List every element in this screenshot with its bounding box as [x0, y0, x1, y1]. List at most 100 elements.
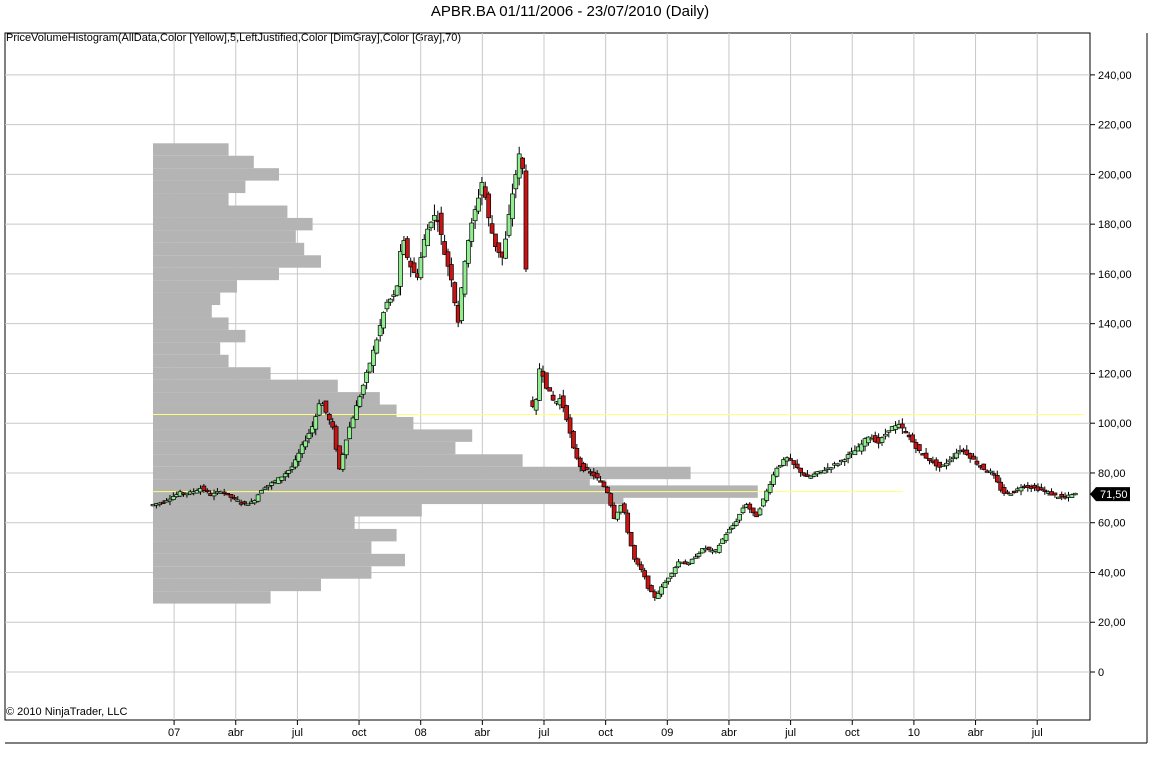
candle-body — [791, 460, 797, 465]
candle-body — [805, 474, 810, 477]
candle-body — [1052, 492, 1058, 496]
candle-body — [923, 452, 929, 459]
x-tick-label: jul — [784, 727, 796, 739]
x-tick-label: abr — [474, 727, 490, 739]
candle-body — [476, 197, 481, 212]
y-tick-label: 180,00 — [1098, 219, 1132, 231]
candle-body — [425, 228, 431, 247]
candle-body — [350, 417, 356, 429]
candle-body — [571, 431, 576, 449]
candle-body — [255, 494, 261, 502]
candle-body — [533, 399, 539, 411]
candle-body — [418, 257, 424, 279]
candle-body — [638, 564, 644, 570]
volume-profile-bar — [153, 180, 246, 194]
volume-profile-bar — [153, 230, 296, 243]
candle-body — [252, 500, 258, 504]
candle-body — [605, 486, 610, 494]
candle-body — [1039, 487, 1044, 491]
volume-profile-bar — [153, 354, 229, 368]
candle-body — [689, 558, 695, 564]
candle-body — [265, 485, 271, 488]
y-tick-label: 120,00 — [1098, 368, 1132, 380]
x-tick-label: 07 — [168, 727, 180, 739]
candle-body — [615, 511, 620, 520]
candle-body — [1072, 492, 1078, 496]
x-tick-label: oct — [598, 727, 613, 739]
candle-body — [625, 512, 631, 533]
candle-body — [381, 312, 386, 329]
candle-body — [774, 467, 780, 477]
candle-body — [676, 561, 681, 568]
candle-body — [438, 212, 444, 235]
candle-body — [445, 251, 451, 267]
candle-body — [428, 221, 434, 229]
candle-body — [371, 349, 376, 366]
candle-body — [886, 430, 892, 433]
candle-body — [1069, 494, 1075, 498]
candle-body — [310, 426, 315, 434]
candle-body — [452, 282, 458, 304]
candle-body — [567, 417, 573, 434]
y-tick-label: 20,00 — [1098, 617, 1126, 629]
candle-body — [560, 395, 566, 409]
candle-body — [520, 157, 525, 169]
candle-body — [747, 503, 753, 510]
y-tick-label: 240,00 — [1098, 70, 1132, 82]
candle-body — [994, 474, 1000, 483]
candle-body — [564, 405, 570, 421]
candle-body — [357, 396, 363, 407]
last-price-label: 71,50 — [1100, 489, 1128, 501]
candle-body — [432, 215, 437, 221]
candle-body — [543, 372, 549, 389]
volume-profile-bar — [153, 280, 237, 293]
candle-body — [760, 498, 766, 507]
volume-profile-bar — [153, 205, 288, 218]
x-tick-label: jul — [1031, 727, 1043, 739]
candle-body — [845, 454, 851, 459]
candle-body — [388, 298, 393, 303]
candle-body — [503, 238, 508, 259]
candle-body — [788, 458, 793, 461]
volume-profile-bar — [153, 379, 338, 393]
candle-body — [282, 473, 288, 478]
volume-profile-bar — [153, 504, 422, 517]
indicator-label: PriceVolumeHistogram(AllData,Color [Yell… — [6, 32, 462, 44]
candle-body — [364, 371, 369, 383]
volume-profile-bar — [153, 267, 279, 281]
candle-body — [442, 241, 447, 255]
candle-body — [601, 481, 607, 488]
candle-body — [469, 222, 475, 242]
candle-body — [632, 545, 637, 560]
candle-body — [740, 507, 746, 514]
candle-body — [981, 463, 987, 470]
candle-body — [411, 262, 417, 273]
copyright-text: © 2010 NinjaTrader, LLC — [6, 706, 128, 718]
candle-body — [964, 449, 970, 455]
candle-body — [1018, 487, 1024, 492]
volume-profile-bar — [153, 566, 372, 579]
candle-body — [672, 567, 678, 574]
candle-body — [635, 558, 641, 565]
candle-body — [235, 499, 241, 502]
candle-body — [303, 440, 308, 448]
candle-body — [1055, 496, 1061, 500]
x-tick-label: jul — [537, 727, 549, 739]
candle-body — [204, 489, 210, 493]
candle-body — [550, 394, 556, 401]
x-tick-label: oct — [845, 727, 860, 739]
volume-profile-bar — [153, 168, 279, 181]
volume-profile-bar — [153, 528, 397, 542]
volume-profile-bar — [153, 329, 246, 343]
volume-profile-bar — [153, 242, 305, 256]
candle-body — [733, 521, 739, 526]
x-tick-label: abr — [721, 727, 737, 739]
candle-body — [523, 170, 529, 270]
candle-body — [333, 426, 339, 450]
candle-body — [811, 473, 817, 477]
candle-body — [916, 444, 922, 452]
candle-body — [242, 501, 247, 504]
candle-body — [486, 193, 492, 219]
volume-profile-bar — [153, 516, 355, 529]
